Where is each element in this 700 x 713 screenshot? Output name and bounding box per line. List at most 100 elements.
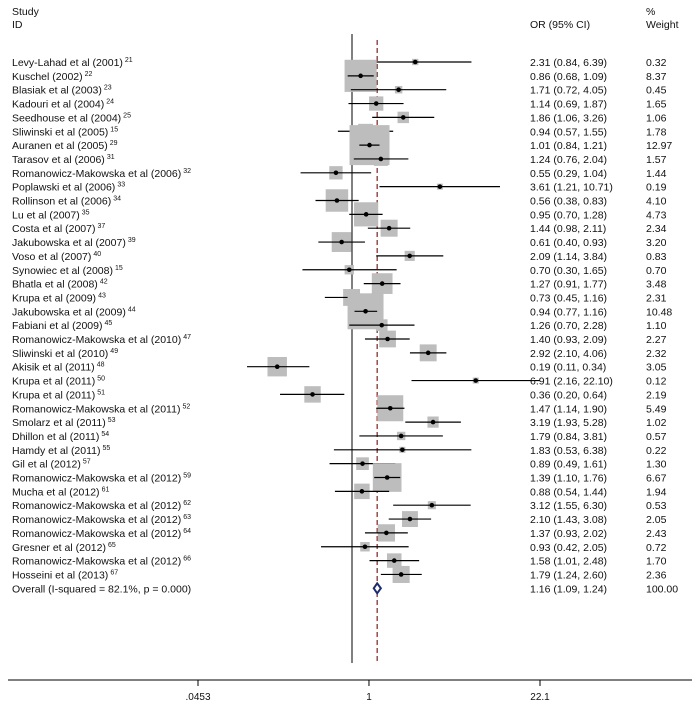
overall-diamond [372,581,383,596]
study-or-ci: 0.70 (0.30, 1.65) [530,265,607,277]
study-reference: 29 [110,140,118,147]
study-name: Kuschel (2002) [12,71,83,83]
study-point [386,225,392,231]
study-or-ci: 3.61 (1.21, 10.71) [530,182,613,194]
study-name: Romanowicz-Makowska et al (2011) [12,403,180,415]
study-or-ci: 0.95 (0.70, 1.28) [530,209,607,221]
study-name: Gil et al (2012) [12,459,81,471]
x-tick-label: 22.1 [530,692,550,703]
study-name: Sliwinski et al (2010) [12,348,108,360]
study-or-ci: 0.86 (0.68, 1.09) [530,71,607,83]
study-or-ci: 0.19 (0.11, 0.34) [530,362,606,374]
study-point [430,419,436,425]
study-weight: 0.72 [646,542,667,554]
study-label: Krupa et al (2009) 43 [12,292,106,304]
overall-label: Overall (I-squared = 82.1%, p = 0.000) [12,583,191,595]
study-or-ci: 0.94 (0.77, 1.16) [530,306,607,318]
study-point [379,322,385,328]
study-reference: 59 [183,473,191,480]
study-name: Hosseini et al (2013) [12,569,108,581]
study-weight: 2.36 [646,569,667,581]
study-or-ci: 1.27 (0.91, 1.77) [530,279,607,291]
study-reference: 34 [113,196,121,203]
study-name: Sliwinski et al (2005) [12,126,108,138]
study-weight: 2.34 [646,223,667,235]
study-name: Auranen et al (2005) [12,140,108,152]
study-reference: 53 [108,417,116,424]
study-weight: 1.10 [646,320,667,332]
study-name: Kadouri et al (2004) [12,99,104,111]
study-label: Blasiak et al (2003) 23 [12,85,112,97]
study-point [384,530,389,536]
study-or-ci: 0.88 (0.54, 1.44) [530,486,607,498]
study-weight: 1.78 [646,126,667,138]
overall-or-ci: 1.16 (1.09, 1.24) [530,583,607,595]
study-name: Fabiani et al (2009) [12,320,102,332]
study-or-ci: 1.44 (0.98, 2.11) [530,223,606,235]
study-point [407,516,413,522]
study-reference: 23 [104,85,112,92]
study-label: Costa et al (2007) 37 [12,223,105,235]
study-reference: 32 [183,168,191,175]
study-weight: 4.10 [646,196,667,208]
study-point [367,142,372,148]
study-label: Romanowicz-Makowska et al (2010) 47 [12,334,191,346]
study-weight: 5.49 [646,403,667,415]
study-point [387,405,393,411]
study-label: Gresner et al (2012) 65 [12,542,116,554]
study-weight: 0.22 [646,445,667,457]
study-point [362,544,368,550]
study-point [358,73,363,79]
study-reference: 40 [93,251,101,258]
study-label: Smolarz et al (2011) 53 [12,417,116,429]
study-weight: 1.94 [646,486,667,498]
x-tick-label: .0453 [185,692,210,703]
study-name: Romanowicz-Makowska et al (2010) [12,334,181,346]
study-name: Dhillon et al (2011) [12,431,99,443]
study-point [310,392,315,397]
study-label: Mucha et al (2012) 61 [12,486,109,498]
study-point [437,184,443,189]
x-tick-label: 1 [366,692,372,703]
study-point [385,336,390,342]
study-label: Romanowicz-Makowska et al (2012) 62 [12,500,191,512]
study-reference: 39 [128,237,136,244]
study-name: Romanowicz-Makowska et al (2012) [12,514,181,526]
study-weight: 1.06 [646,112,667,124]
study-label: Romanowicz-Makowska et al (2012) 59 [12,473,191,485]
study-weight: 6.67 [646,473,667,485]
study-point [412,59,418,65]
study-point [400,115,406,120]
study-weight: 3.05 [646,362,667,374]
header-study-label: Study [12,6,39,18]
overall-weight: 100.00 [646,583,678,595]
study-weight: 0.19 [646,182,667,194]
study-point [363,212,369,217]
study-or-ci: 0.89 (0.49, 1.61) [530,459,607,471]
study-label: Auranen et al (2005) 29 [12,140,118,152]
study-weight: 1.70 [646,556,667,568]
study-name: Krupa et al (2009) [12,292,96,304]
study-point [429,502,435,508]
study-or-ci: 1.01 (0.84, 1.21) [530,140,607,152]
study-name: Gresner et al (2012) [12,542,106,554]
study-point [396,87,401,92]
study-point [339,239,344,245]
header-weight: % Weight [646,6,679,32]
study-point [363,309,368,314]
study-weight: 2.05 [646,514,667,526]
header-weight-label: Weight [646,19,679,31]
study-label: Sliwinski et al (2005) 15 [12,126,118,138]
study-or-ci: 1.71 (0.72, 4.05) [530,85,607,97]
study-point [274,364,280,370]
study-weight: 2.32 [646,348,667,360]
study-label: Seedhouse et al (2004) 25 [12,112,131,124]
study-point [346,267,352,273]
study-point [384,475,390,480]
study-reference: 37 [97,223,105,230]
study-name: Krupa et al (2011) [12,376,95,388]
study-or-ci: 2.09 (1.14, 3.84) [530,251,607,263]
study-label: Bhatla et al (2008) 42 [12,279,108,291]
study-weight: 0.45 [646,85,667,97]
